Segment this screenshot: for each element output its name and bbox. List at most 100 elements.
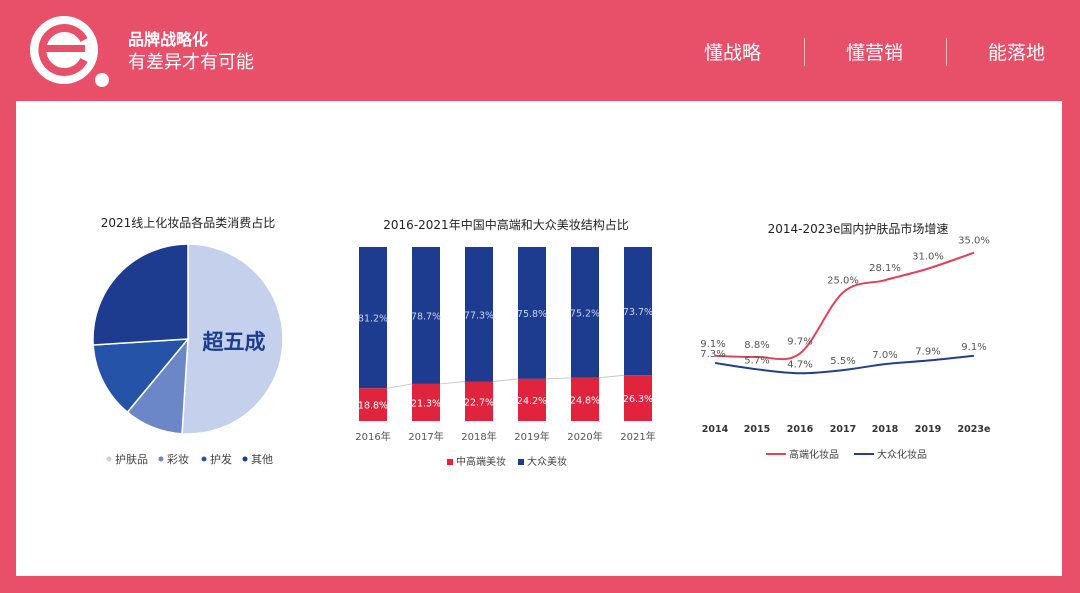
legend-marker xyxy=(201,456,207,462)
bar-title: 2016-2021年中国中高端和大众美妆结构占比 xyxy=(383,217,628,232)
line-data-label: 4.7% xyxy=(787,359,812,370)
legend-label: 高端化妆品 xyxy=(789,448,839,461)
bar-x-tick-label: 2020年 xyxy=(567,430,602,443)
bar-segment-mass xyxy=(518,247,546,379)
line-data-label: 7.9% xyxy=(915,347,940,358)
bar-connector xyxy=(386,383,413,389)
line-data-label: 9.1% xyxy=(700,339,725,350)
legend-label: 护肤品 xyxy=(115,452,148,466)
pie-chart: 2021线上化妆品各品类消费占比 超五成 护肤品 彩妆 护发 其他 xyxy=(92,215,284,466)
line-data-label: 7.3% xyxy=(700,349,725,360)
line-chart: 2014-2023e国内护肤品市场增速 9.1% 8.8% 9.7% 25.0% 28.… xyxy=(700,221,990,461)
bar-data-label: 78.7% xyxy=(411,311,441,322)
pie-slice-3 xyxy=(92,338,190,414)
bar-segment-premium xyxy=(359,388,387,421)
line-data-label: 7.0% xyxy=(872,350,897,361)
legend-label: 其他 xyxy=(251,453,273,466)
brand-subtitle: 有差异才有可能 xyxy=(128,52,254,73)
bar-data-label: 77.3% xyxy=(464,310,494,321)
bar-segment-mass xyxy=(571,247,599,378)
stacked-bar-chart: 2016-2021年中国中高端和大众美妆结构占比 81.2% 18.8% 2016年… xyxy=(355,217,655,468)
nav-strategy[interactable]: 懂战略 xyxy=(704,42,762,64)
legend-label: 大众化妆品 xyxy=(877,448,927,461)
legend-label: 彩妆 xyxy=(167,453,189,466)
line-x-tick-label: 2016 xyxy=(787,424,814,435)
bar-segment-mass xyxy=(465,247,493,382)
bar-segment-premium xyxy=(465,381,493,421)
bar-data-label: 81.2% xyxy=(358,314,388,325)
bar-segment-mass xyxy=(624,247,652,376)
bar-connector xyxy=(492,378,519,382)
line-data-label: 35.0% xyxy=(958,236,990,247)
top-nav: 懂战略 懂营销 能落地 xyxy=(700,38,1060,66)
bar-data-label: 24.2% xyxy=(517,396,547,407)
pie-title: 2021线上化妆品各品类消费占比 xyxy=(101,215,276,230)
bar-connector xyxy=(439,381,466,385)
bar-x-tick-label: 2021年 xyxy=(620,430,655,443)
nav-divider xyxy=(946,38,947,66)
legend-label: 中高端美妆 xyxy=(456,455,506,468)
bar-connector xyxy=(545,377,572,380)
bar-data-label: 18.8% xyxy=(358,401,388,412)
bar-data-label: 73.7% xyxy=(623,307,653,318)
line-legend: 高端化妆品 大众化妆品 xyxy=(766,448,927,461)
bar-marks: 81.2% 18.8% 2016年 78.7% 21.3% 2017年 77.3% 22.7%… xyxy=(355,247,656,443)
bar-x-tick-label: 2018年 xyxy=(461,430,496,443)
nav-marketing[interactable]: 懂营销 xyxy=(846,42,904,64)
pie-legend: 护肤品 彩妆 护发 其他 xyxy=(106,452,273,466)
bar-segment-mass xyxy=(412,247,440,384)
line-x-tick-label: 2017 xyxy=(830,424,856,435)
line-x-tick-label: 2019 xyxy=(915,424,941,435)
legend-marker xyxy=(158,456,164,462)
charts-canvas: 2021线上化妆品各品类消费占比 超五成 护肤品 彩妆 护发 其他 2016-2… xyxy=(92,215,990,468)
bar-data-label: 21.3% xyxy=(411,398,441,409)
line-marks: 9.1% 8.8% 9.7% 25.0% 28.1% 31.0% 35.0% 7.3% 5.7%… xyxy=(700,236,990,435)
line-x-tick-label: 2023e xyxy=(958,424,991,435)
pie-slices xyxy=(92,243,284,435)
line-x-tick-label: 2014 xyxy=(702,424,729,435)
legend-label: 护发 xyxy=(210,452,232,466)
line-x-tick-label: 2018 xyxy=(872,424,899,435)
bar-x-tick-label: 2016年 xyxy=(355,430,390,443)
legend-marker xyxy=(518,459,524,465)
legend-marker xyxy=(447,459,453,465)
bar-segment-premium xyxy=(412,383,440,421)
line-data-label: 9.1% xyxy=(961,342,986,353)
bar-segment-premium xyxy=(518,378,546,421)
bar-segment-mass xyxy=(359,247,387,389)
legend-marker xyxy=(242,456,248,462)
bar-x-tick-label: 2019年 xyxy=(514,430,549,443)
bar-data-label: 22.7% xyxy=(464,397,494,408)
bar-legend: 中高端美妆 大众美妆 xyxy=(447,455,567,468)
line-data-label: 5.5% xyxy=(830,356,855,367)
content-panel: 2021线上化妆品各品类消费占比 超五成 护肤品 彩妆 护发 其他 2016-2… xyxy=(16,101,1062,576)
pie-slice-4 xyxy=(92,243,189,346)
line-series-2 xyxy=(714,354,975,375)
line-series-1 xyxy=(714,251,975,361)
pie-annotation: 超五成 xyxy=(203,330,266,354)
bar-x-tick-label: 2017年 xyxy=(408,430,443,443)
nav-divider xyxy=(804,38,805,66)
legend-label: 大众美妆 xyxy=(527,455,567,468)
bar-connector xyxy=(598,374,625,379)
line-data-label: 9.7% xyxy=(787,336,812,347)
legend-marker xyxy=(106,456,112,462)
bar-segment-premium xyxy=(571,377,599,421)
bar-data-label: 75.2% xyxy=(570,308,600,319)
bar-data-label: 26.3% xyxy=(623,394,653,405)
line-data-label: 31.0% xyxy=(912,252,944,263)
brand-title: 品牌战略化 xyxy=(128,30,209,49)
pie-slice-1 xyxy=(181,243,284,435)
line-x-tick-label: 2015 xyxy=(744,424,770,435)
bar-segment-premium xyxy=(624,375,652,421)
nav-execution[interactable]: 能落地 xyxy=(988,42,1046,64)
brand-logo[interactable] xyxy=(28,14,112,90)
header: 品牌战略化 有差异才有可能 懂战略 懂营销 能落地 xyxy=(0,0,1080,100)
line-data-label: 28.1% xyxy=(869,263,901,274)
line-data-label: 5.7% xyxy=(744,355,769,366)
line-data-label: 8.8% xyxy=(744,340,769,351)
bar-data-label: 75.8% xyxy=(517,309,547,320)
line-title: 2014-2023e国内护肤品市场增速 xyxy=(768,221,949,236)
bar-data-label: 24.8% xyxy=(570,395,600,406)
line-data-label: 25.0% xyxy=(827,276,859,287)
